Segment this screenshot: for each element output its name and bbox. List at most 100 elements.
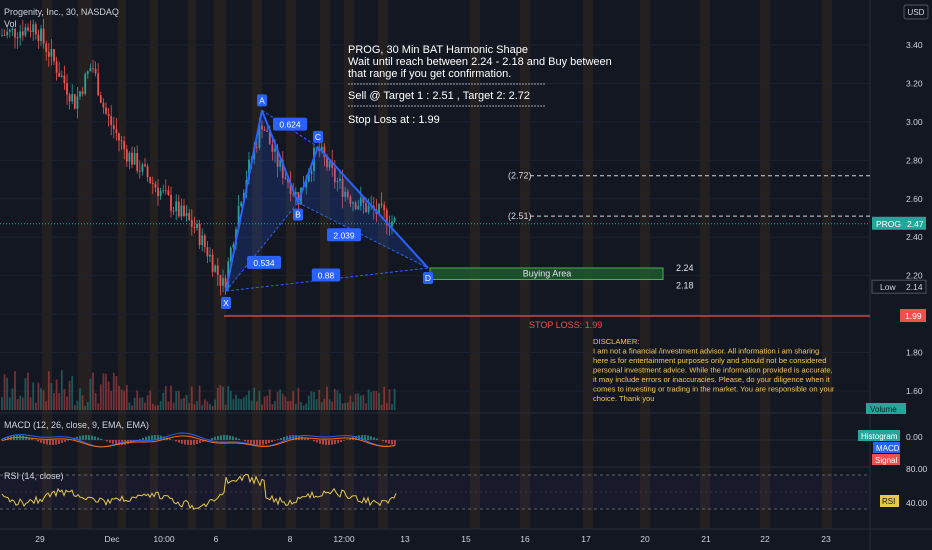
volume-bar xyxy=(313,392,315,410)
candle-body xyxy=(211,254,214,272)
candle-body xyxy=(268,131,271,145)
macd-badges: Histogram MACD Signal 0.00 xyxy=(858,430,923,465)
candle-body xyxy=(50,49,53,57)
candle-body xyxy=(279,160,282,167)
candle-body xyxy=(344,191,347,197)
candle-body xyxy=(203,235,206,248)
volume-bar xyxy=(157,405,159,410)
volume-bar xyxy=(250,400,253,410)
candle-body xyxy=(380,203,383,205)
volume-bar xyxy=(151,403,154,410)
macd-histogram-bar xyxy=(100,438,102,440)
volume-bar xyxy=(323,398,326,410)
volume-bar xyxy=(94,393,97,410)
price-tick-label: 1.60 xyxy=(906,386,923,396)
volume-bar xyxy=(185,394,188,410)
candle-body xyxy=(125,149,128,162)
candle-body xyxy=(339,178,341,182)
macd-histogram-bar xyxy=(274,440,276,441)
volume-bar xyxy=(50,382,53,410)
macd-histogram-bar xyxy=(85,435,87,440)
time-axis[interactable]: 29 Dec 10:00 6 8 12:00 13 15 16 17 20 21 22 23 xyxy=(35,534,831,544)
volume-bar xyxy=(34,402,37,410)
volume-bar xyxy=(359,395,362,410)
pattern-point-badge xyxy=(423,271,433,284)
low-badge-value: 2.14 xyxy=(906,282,923,292)
candle-body xyxy=(66,83,68,95)
session-band xyxy=(320,0,330,529)
macd-histogram-bar xyxy=(46,440,48,445)
volume-bar xyxy=(240,399,243,410)
currency-button[interactable]: USD xyxy=(903,4,929,20)
macd-histogram-bar xyxy=(355,435,357,440)
candle-body xyxy=(357,205,360,210)
volume-bar xyxy=(354,393,357,410)
macd-histogram-bar xyxy=(340,440,342,443)
macd-histogram-bar xyxy=(97,437,99,440)
volume-badge: Volume xyxy=(866,403,906,414)
volume-bar xyxy=(281,393,284,410)
low-badge-label: Low xyxy=(880,282,896,292)
volume-bar xyxy=(365,403,367,410)
candle-body xyxy=(336,181,339,183)
candle-body xyxy=(346,191,349,197)
macd-histogram-bar xyxy=(367,435,369,440)
time-tick-label: 16 xyxy=(520,534,530,544)
candle-body xyxy=(76,96,79,109)
macd-histogram-bar xyxy=(394,440,396,445)
candle-body xyxy=(60,75,63,77)
macd-histogram-bar xyxy=(7,436,9,440)
volume-bar xyxy=(81,395,84,410)
candle-body xyxy=(97,73,100,96)
macd-histogram-bar xyxy=(316,440,318,443)
session-band xyxy=(188,0,196,529)
volume-bar xyxy=(248,390,250,410)
candle-body xyxy=(68,94,71,102)
volume-bar xyxy=(235,394,237,410)
volume-bar xyxy=(344,402,347,410)
candle-body xyxy=(112,124,115,130)
volume-bar xyxy=(229,391,232,410)
bat-harmonic-pattern[interactable]: X A B C D 0.624 0.534 2.039 0.88 xyxy=(221,94,433,310)
candle-body xyxy=(55,61,58,73)
candle-body xyxy=(19,31,22,38)
pattern-point-badge xyxy=(221,297,231,310)
volume-bar xyxy=(294,404,297,410)
candle-body xyxy=(118,133,120,141)
candle-body xyxy=(110,116,113,125)
time-tick-label: 22 xyxy=(760,534,770,544)
macd-histogram-bar xyxy=(337,440,339,444)
candle-body xyxy=(222,278,224,286)
candle-body xyxy=(352,202,354,204)
current-price-badge: PROG 2.47 xyxy=(872,216,926,230)
volume-bar xyxy=(198,385,201,410)
candle-body xyxy=(185,213,188,216)
candle-body xyxy=(201,235,204,246)
candle-body xyxy=(144,164,146,167)
macd-label: MACD (12, 26, close, 9, EMA, EMA) xyxy=(4,420,149,430)
volume-bar xyxy=(224,404,227,410)
rsi-line xyxy=(1,473,397,510)
pattern-point-badge xyxy=(293,208,303,221)
rsi-pane xyxy=(0,473,870,510)
macd-histogram-bar xyxy=(148,435,150,440)
candle-body xyxy=(84,74,87,94)
volume-badge-label: Volume xyxy=(870,405,897,414)
candle-body xyxy=(136,152,139,171)
volume-bar xyxy=(123,390,126,410)
volume-bar xyxy=(305,403,308,410)
candle-body xyxy=(391,221,393,227)
volume-bar xyxy=(3,374,6,410)
macd-histogram-bar xyxy=(22,435,24,440)
macd-histogram-bar xyxy=(43,440,45,444)
macd-histogram-bar xyxy=(268,440,270,444)
candle-body xyxy=(190,219,193,227)
candle-body xyxy=(183,205,185,216)
time-tick-label: Dec xyxy=(104,534,120,544)
time-tick-label: 8 xyxy=(288,534,293,544)
pattern-ratio-label: 0.88 xyxy=(318,271,335,281)
volume-bar xyxy=(346,402,349,410)
volume-bar xyxy=(391,403,393,410)
candle-body xyxy=(170,194,172,211)
